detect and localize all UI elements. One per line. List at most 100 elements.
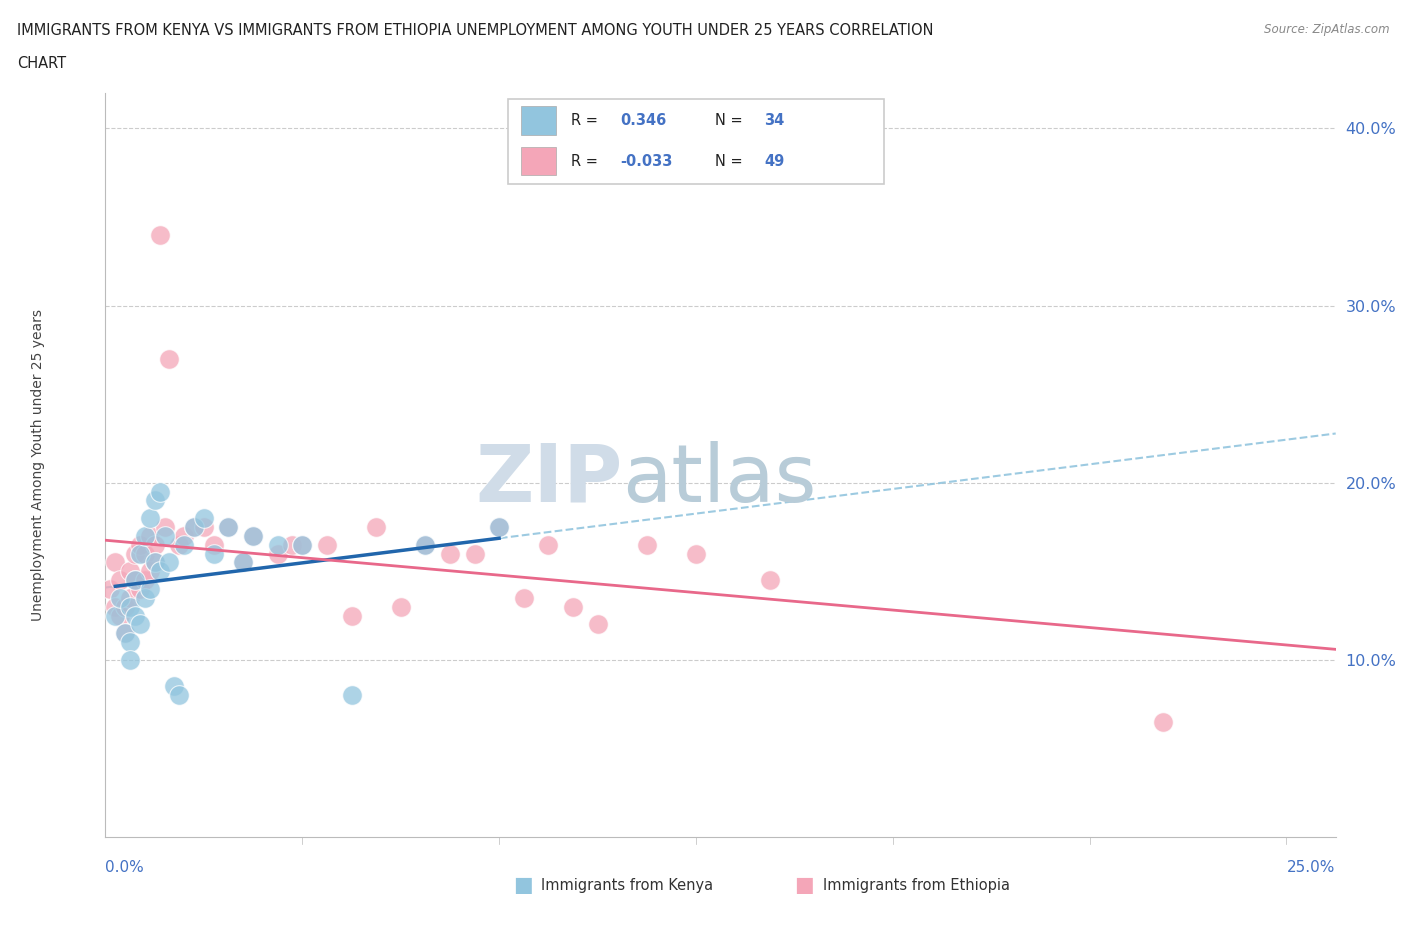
Point [153,528,176,543]
Point [124,573,146,588]
Text: Unemployment Among Youth under 25 years: Unemployment Among Youth under 25 years [31,309,45,621]
Point [129,538,152,552]
Bar [522,147,555,176]
Point [193,520,215,535]
Point [153,520,176,535]
Text: R =: R = [571,153,598,168]
Text: ■: ■ [513,875,533,896]
Point [124,608,146,623]
Point [202,546,225,561]
Point [159,352,180,366]
Point [134,573,156,588]
Point [291,538,314,552]
Text: Source: ZipAtlas.com: Source: ZipAtlas.com [1264,23,1389,36]
Point [129,581,152,596]
Point [173,538,195,552]
Point [291,538,314,552]
Point [134,528,156,543]
Text: ■: ■ [794,875,814,896]
Point [340,608,363,623]
Point [124,573,146,588]
Point [138,581,162,596]
Point [149,227,172,242]
Point [120,653,141,668]
Point [340,688,363,703]
Text: CHART: CHART [17,56,66,71]
Point [759,573,782,588]
Point [110,573,132,588]
Point [138,511,162,525]
Point [586,617,609,631]
Point [120,564,141,578]
Point [129,546,152,561]
Point [120,591,141,605]
Point [169,688,191,703]
Point [267,538,290,552]
Point [415,538,437,552]
Point [110,608,132,623]
Point [513,591,536,605]
FancyBboxPatch shape [508,100,884,184]
Text: atlas: atlas [621,441,817,519]
Point [242,528,264,543]
Bar [522,106,555,135]
Text: -0.033: -0.033 [620,153,672,168]
Point [415,538,437,552]
Point [114,626,136,641]
Text: 49: 49 [765,153,785,168]
Point [104,555,127,570]
Point [143,493,166,508]
Point [120,599,141,614]
Point [439,546,461,561]
Point [138,564,162,578]
Point [537,538,560,552]
Point [366,520,388,535]
Point [98,581,122,596]
Point [159,555,180,570]
Point [1153,714,1175,729]
Point [232,555,254,570]
Point [149,485,172,499]
Point [242,528,264,543]
Point [110,591,132,605]
Point [267,546,290,561]
Point [138,528,162,543]
Point [389,599,412,614]
Point [169,538,191,552]
Point [488,520,510,535]
Point [193,511,215,525]
Point [464,546,486,561]
Point [129,617,152,631]
Text: R =: R = [571,113,598,128]
Point [104,608,127,623]
Text: 25.0%: 25.0% [1288,860,1336,875]
Text: ZIP: ZIP [475,441,621,519]
Point [143,555,166,570]
Point [315,538,337,552]
Point [173,528,195,543]
Text: Immigrants from Kenya: Immigrants from Kenya [541,878,713,893]
Text: Immigrants from Ethiopia: Immigrants from Ethiopia [823,878,1010,893]
Point [218,520,240,535]
Point [163,679,186,694]
Point [183,520,205,535]
Text: 0.0%: 0.0% [105,860,145,875]
Point [114,599,136,614]
Point [120,634,141,649]
Point [202,538,225,552]
Point [134,546,156,561]
Point [134,591,156,605]
Point [488,520,510,535]
Text: N =: N = [716,113,742,128]
Point [114,626,136,641]
Point [149,564,172,578]
Text: 34: 34 [765,113,785,128]
Point [124,546,146,561]
Point [281,538,304,552]
Point [636,538,658,552]
Point [183,520,205,535]
Point [685,546,707,561]
Point [232,555,254,570]
Point [562,599,585,614]
Point [143,555,166,570]
